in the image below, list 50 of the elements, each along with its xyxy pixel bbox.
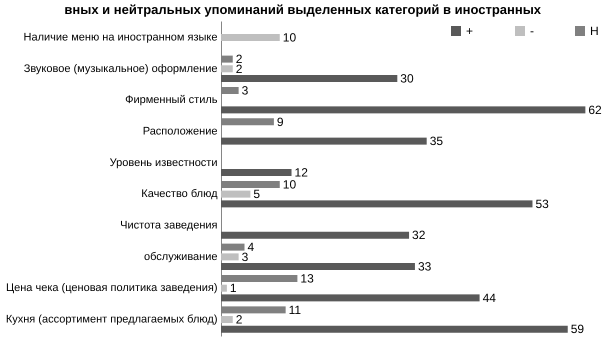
y-tick-label: Наличие меню на иностранном языке — [24, 31, 218, 44]
bar — [221, 190, 250, 198]
bar — [221, 106, 586, 114]
data-label: 3 — [242, 83, 249, 98]
bar — [221, 34, 280, 41]
bar — [221, 138, 427, 145]
y-tick-label: обслуживание — [144, 250, 218, 263]
bar — [221, 326, 568, 333]
y-tick-label: Кухня (ассортимент предлагаемых блюд) — [6, 314, 218, 326]
legend-label: + — [466, 24, 474, 38]
bar — [221, 253, 239, 260]
data-label: 3 — [242, 250, 249, 264]
bar — [221, 294, 480, 302]
data-label: 32 — [412, 228, 426, 242]
data-label: 2 — [236, 312, 243, 327]
data-label: 10 — [282, 30, 296, 44]
data-label: 2 — [236, 62, 243, 76]
bar — [221, 263, 415, 270]
bar — [221, 316, 233, 324]
data-label: 4 — [248, 240, 255, 254]
data-label: 9 — [276, 114, 284, 129]
data-label: 5 — [253, 187, 260, 202]
data-label: 30 — [400, 71, 414, 86]
data-label: 35 — [430, 134, 444, 148]
bar — [221, 65, 233, 72]
y-tick-label: Звуковое (музыкальное) оформление — [24, 62, 218, 75]
y-tick-label: Чистота заведения — [120, 220, 218, 232]
bar — [221, 232, 410, 239]
y-tick-label: Фирменный стиль — [125, 94, 218, 106]
data-label: 62 — [588, 102, 602, 117]
bar — [221, 74, 398, 82]
bar — [221, 200, 532, 208]
bar — [221, 169, 292, 176]
data-label: 59 — [570, 322, 584, 336]
y-tick-label: Качество блюд — [141, 188, 218, 200]
data-label: 10 — [282, 177, 296, 192]
y-tick-label: Цена чека (ценовая политика заведения) — [6, 282, 218, 294]
data-label: 11 — [288, 302, 302, 317]
data-label: 53 — [535, 196, 550, 211]
data-label: 33 — [418, 260, 432, 274]
y-tick-label: Уровень известности — [110, 156, 218, 169]
y-tick-label: Расположение — [142, 125, 218, 138]
legend-label: Н — [590, 24, 599, 38]
data-label: 44 — [482, 290, 496, 305]
bar — [221, 284, 227, 292]
data-label: 12 — [294, 166, 308, 180]
chart-title: вных и нейтральных упоминаний выделенных категорий в иностранных — [64, 2, 542, 17]
data-label: 1 — [230, 281, 237, 296]
legend-label: - — [530, 24, 534, 38]
data-label: 13 — [300, 272, 314, 286]
